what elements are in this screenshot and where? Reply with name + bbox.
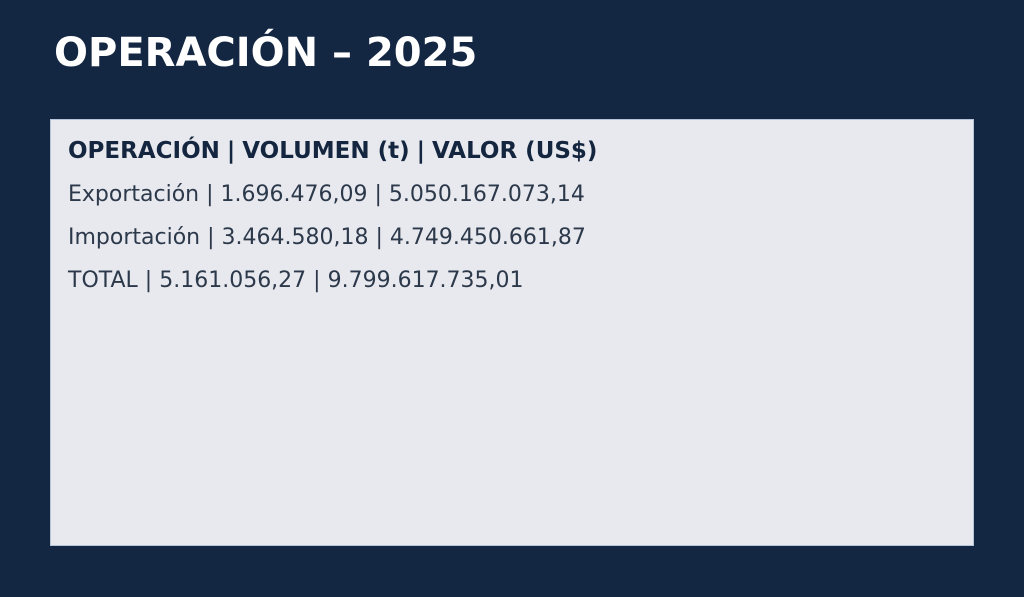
slide-title: OPERACIÓN – 2025 — [54, 30, 478, 76]
row-value: 9.799.617.735,01 — [327, 268, 524, 293]
header-volume-label: VOLUMEN (t) — [242, 138, 410, 164]
table-row-exportacion: Exportación | 1.696.476,09 | 5.050.167.073,1… — [68, 173, 956, 216]
row-operation: TOTAL — [68, 268, 138, 293]
row-volume: 1.696.476,09 — [220, 182, 368, 207]
header-value-label: VALOR (US$) — [432, 138, 598, 164]
column-separator: | — [375, 225, 383, 250]
row-volume: 3.464.580,18 — [221, 225, 369, 250]
row-volume: 5.161.056,27 — [159, 268, 307, 293]
column-separator: | — [313, 268, 321, 293]
column-separator: | — [374, 182, 382, 207]
row-operation: Exportación — [68, 182, 200, 207]
table-row-total: TOTAL | 5.161.056,27 | 9.799.617.735,01 — [68, 259, 956, 302]
table-row-importacion: Importación | 3.464.580,18 | 4.749.450.661,8… — [68, 216, 956, 259]
row-value: 4.749.450.661,87 — [389, 225, 586, 250]
column-separator: | — [416, 138, 426, 164]
data-table-panel: OPERACIÓN | VOLUMEN (t) | VALOR (US$) Export… — [50, 119, 974, 546]
header-operation-label: OPERACIÓN — [68, 138, 220, 164]
row-operation: Importación — [68, 225, 201, 250]
column-separator: | — [207, 225, 215, 250]
column-separator: | — [206, 182, 214, 207]
row-value: 5.050.167.073,14 — [388, 182, 585, 207]
column-separator: | — [226, 138, 236, 164]
column-separator: | — [144, 268, 153, 293]
table-header-row: OPERACIÓN | VOLUMEN (t) | VALOR (US$) — [68, 130, 956, 173]
